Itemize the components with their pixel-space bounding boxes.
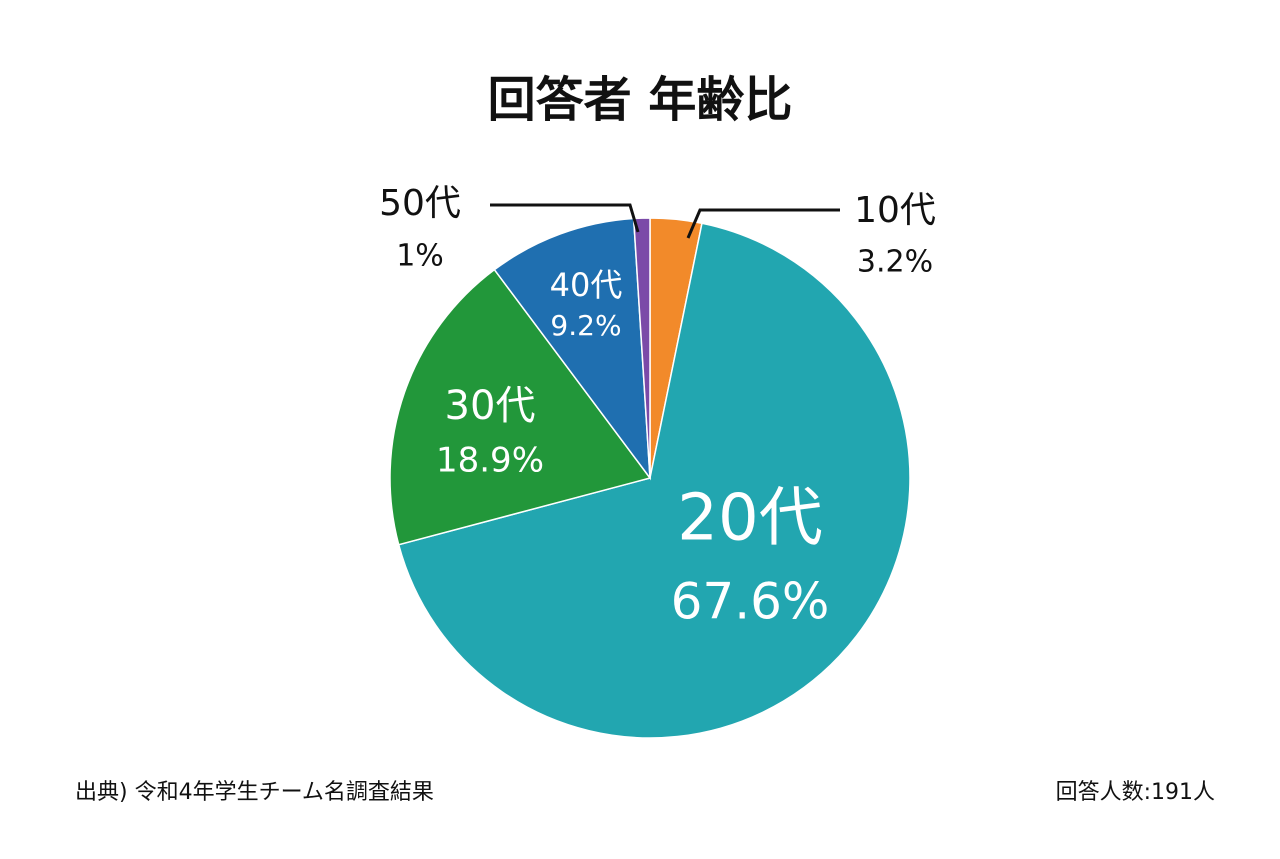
slice-label: 50代 xyxy=(379,183,461,224)
slice-label: 20代 xyxy=(677,482,822,556)
slice-label: 10代 xyxy=(854,190,936,231)
leader-line xyxy=(686,208,840,239)
value-label: 3.2% xyxy=(857,245,933,280)
leader-line xyxy=(490,203,640,233)
value-label: 1% xyxy=(396,239,444,274)
pie-slice xyxy=(493,217,651,481)
chart-title: 回答者 年齢比 xyxy=(488,72,793,128)
pie-slice xyxy=(389,268,652,546)
value-label: 18.9% xyxy=(436,441,544,481)
value-label: 9.2% xyxy=(550,309,621,342)
slice-label: 30代 xyxy=(445,383,536,429)
slice-label: 40代 xyxy=(550,266,623,304)
pie-slice xyxy=(397,222,911,739)
source: 出典) 令和4年学生チーム名調査結果 xyxy=(75,780,434,805)
note: 回答人数:191人 xyxy=(1056,780,1215,805)
value-label: 67.6% xyxy=(671,573,830,631)
